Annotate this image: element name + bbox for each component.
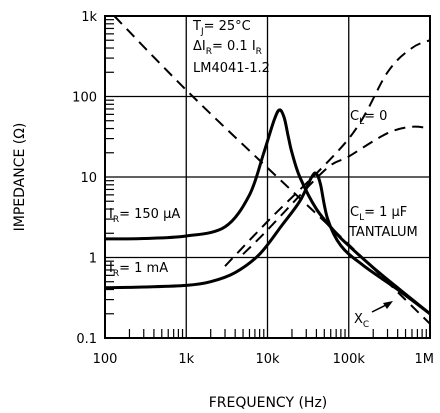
condition-tj: TJ= 25°C	[192, 19, 251, 37]
condition-part: LM4041-1.2	[193, 61, 270, 76]
label-ir-1ma: IR= 1 mA	[109, 261, 168, 279]
label-tantalum: TANTALUM	[348, 225, 418, 240]
series-group	[104, 15, 431, 325]
x-tick-label: 1k	[178, 352, 194, 367]
dashed-curve-4	[242, 125, 431, 255]
y-tick-label: 1	[89, 252, 97, 267]
dashed-curve-2	[113, 15, 431, 325]
x-axis-title: FREQUENCY (Hz)	[209, 395, 328, 411]
y-tick-label: 0.1	[76, 332, 97, 347]
label-cl-0: CL= 0	[350, 109, 387, 127]
tick-labels: 100 1k 10k 100k 1M 0.1 1 10 100 1k	[72, 10, 434, 367]
plot-frame	[104, 15, 431, 339]
x-tick-label: 100	[93, 352, 118, 367]
x-tick-label: 100k	[333, 352, 366, 367]
y-tick-label: 100	[72, 91, 97, 106]
condition-delta-ir: ΔIR= 0.1 IR	[193, 39, 262, 57]
x-tick-label: 1M	[415, 352, 435, 367]
x-tick-label: 10k	[255, 352, 280, 367]
label-xc: XC	[354, 312, 369, 330]
y-axis-title: IMPEDANCE (Ω)	[12, 123, 28, 232]
grid	[105, 16, 430, 338]
y-tick-label: 10	[80, 171, 97, 186]
dashed-curve-3	[224, 39, 431, 267]
y-tick-label: 1k	[81, 10, 97, 25]
label-cl-1uf: CL= 1 μF	[350, 205, 407, 223]
label-ir-150ua: IR= 150 μA	[109, 207, 180, 225]
xc-arrow	[371, 301, 393, 313]
